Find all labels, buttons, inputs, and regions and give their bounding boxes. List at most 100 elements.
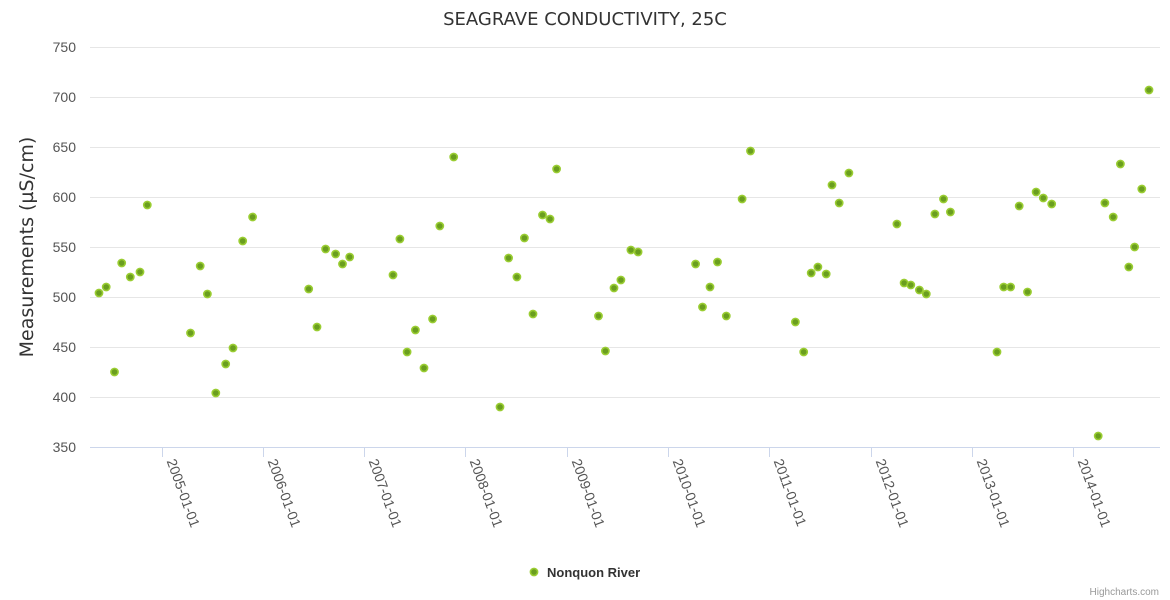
data-point[interactable] bbox=[791, 317, 800, 327]
y-tick-label: 750 bbox=[53, 39, 77, 55]
data-point[interactable] bbox=[1006, 282, 1015, 292]
grid-lines bbox=[90, 47, 1160, 448]
data-point[interactable] bbox=[821, 269, 831, 279]
data-point[interactable] bbox=[419, 363, 429, 373]
data-point[interactable] bbox=[1023, 287, 1032, 297]
data-point[interactable] bbox=[1031, 187, 1041, 197]
data-point[interactable] bbox=[238, 236, 248, 246]
data-point[interactable] bbox=[512, 272, 522, 282]
data-point[interactable] bbox=[338, 259, 347, 269]
data-point[interactable] bbox=[992, 347, 1002, 357]
y-tick-label: 500 bbox=[53, 289, 77, 305]
data-point[interactable] bbox=[345, 252, 355, 262]
data-point[interactable] bbox=[713, 257, 722, 267]
data-point[interactable] bbox=[1144, 85, 1154, 95]
data-point[interactable] bbox=[1093, 431, 1103, 441]
data-point[interactable] bbox=[221, 359, 231, 369]
data-point[interactable] bbox=[211, 388, 221, 398]
data-point[interactable] bbox=[1116, 159, 1125, 169]
data-point[interactable] bbox=[428, 314, 437, 324]
data-point[interactable] bbox=[321, 244, 330, 254]
data-point[interactable] bbox=[142, 200, 152, 210]
data-point[interactable] bbox=[616, 275, 626, 285]
data-point[interactable] bbox=[552, 164, 561, 174]
data-point[interactable] bbox=[813, 262, 823, 272]
data-point[interactable] bbox=[117, 258, 127, 268]
data-point[interactable] bbox=[633, 247, 643, 257]
data-point[interactable] bbox=[202, 289, 212, 299]
series-nonquon-river[interactable] bbox=[94, 85, 1154, 441]
x-tick-label: 2005-01-01 bbox=[164, 457, 204, 530]
data-point[interactable] bbox=[195, 261, 205, 271]
data-point[interactable] bbox=[799, 347, 809, 357]
data-point[interactable] bbox=[906, 280, 916, 290]
data-point[interactable] bbox=[844, 168, 854, 178]
data-point[interactable] bbox=[94, 288, 104, 298]
legend-marker[interactable] bbox=[529, 567, 539, 577]
credits-link[interactable]: Highcharts.com bbox=[1090, 587, 1159, 598]
data-point[interactable] bbox=[946, 207, 955, 217]
data-point[interactable] bbox=[304, 284, 314, 294]
data-point[interactable] bbox=[626, 245, 636, 255]
data-point[interactable] bbox=[939, 194, 948, 204]
data-point[interactable] bbox=[410, 325, 420, 335]
data-point[interactable] bbox=[1124, 262, 1134, 272]
data-point[interactable] bbox=[705, 282, 715, 292]
data-point[interactable] bbox=[698, 302, 707, 312]
y-tick-label: 650 bbox=[53, 139, 77, 155]
data-point[interactable] bbox=[312, 322, 322, 332]
data-point[interactable] bbox=[110, 367, 119, 377]
data-point[interactable] bbox=[388, 270, 398, 280]
data-point[interactable] bbox=[930, 209, 940, 219]
data-point[interactable] bbox=[721, 311, 731, 321]
data-point[interactable] bbox=[834, 198, 844, 208]
legend-item-nonquon-river[interactable]: Nonquon River bbox=[547, 565, 640, 580]
data-point[interactable] bbox=[827, 180, 837, 190]
data-point[interactable] bbox=[915, 285, 924, 295]
data-point[interactable] bbox=[395, 234, 405, 244]
x-tick-label: 2013-01-01 bbox=[974, 457, 1014, 530]
x-tick-label: 2014-01-01 bbox=[1075, 457, 1115, 530]
data-point[interactable] bbox=[892, 219, 902, 229]
y-tick-label: 700 bbox=[53, 89, 77, 105]
data-point[interactable] bbox=[101, 282, 111, 292]
data-point[interactable] bbox=[331, 249, 340, 259]
data-point[interactable] bbox=[545, 214, 555, 224]
x-tick-label: 2012-01-01 bbox=[873, 457, 913, 530]
y-tick-label: 550 bbox=[53, 239, 77, 255]
data-point[interactable] bbox=[1038, 193, 1048, 203]
data-point[interactable] bbox=[520, 233, 529, 243]
x-tick-label: 2008-01-01 bbox=[467, 457, 507, 530]
data-point[interactable] bbox=[1137, 184, 1147, 194]
data-point[interactable] bbox=[691, 259, 700, 269]
data-point[interactable] bbox=[248, 212, 257, 222]
data-point[interactable] bbox=[1130, 242, 1139, 252]
legend[interactable]: Nonquon River bbox=[529, 565, 640, 580]
data-point[interactable] bbox=[737, 194, 747, 204]
data-point[interactable] bbox=[449, 152, 459, 162]
data-point[interactable] bbox=[1047, 199, 1057, 209]
data-point[interactable] bbox=[1108, 212, 1118, 222]
data-point[interactable] bbox=[528, 309, 538, 319]
y-tick-label: 450 bbox=[53, 339, 77, 355]
x-tick-label: 2009-01-01 bbox=[569, 457, 609, 530]
x-tick-label: 2006-01-01 bbox=[265, 457, 305, 530]
data-point[interactable] bbox=[495, 402, 505, 412]
data-point[interactable] bbox=[135, 267, 145, 277]
data-point[interactable] bbox=[1100, 198, 1110, 208]
data-point[interactable] bbox=[228, 343, 238, 353]
data-point[interactable] bbox=[1014, 201, 1024, 211]
data-point[interactable] bbox=[921, 289, 931, 299]
data-point[interactable] bbox=[609, 283, 619, 293]
data-point[interactable] bbox=[594, 311, 603, 321]
data-point[interactable] bbox=[746, 146, 755, 156]
data-point[interactable] bbox=[806, 268, 816, 278]
data-point[interactable] bbox=[601, 346, 610, 356]
data-point[interactable] bbox=[402, 347, 412, 357]
data-point[interactable] bbox=[435, 221, 445, 231]
data-point[interactable] bbox=[538, 210, 547, 220]
data-point[interactable] bbox=[504, 253, 513, 263]
data-point[interactable] bbox=[125, 272, 135, 282]
data-point[interactable] bbox=[186, 328, 195, 338]
